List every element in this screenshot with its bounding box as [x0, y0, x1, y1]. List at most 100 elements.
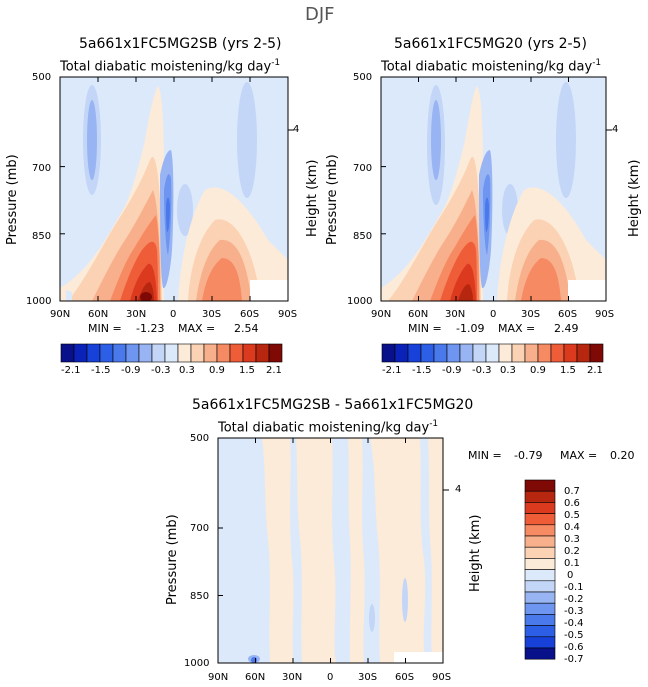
panel-a-subtitle: Total diabatic moistening/kg day-1 — [60, 59, 280, 75]
panel-c-xtick: 0 — [327, 672, 334, 683]
panel-c-min-value: -0.79 — [514, 449, 543, 462]
colorbar-c-swatch — [524, 580, 556, 593]
colorbar-c-swatch — [524, 602, 556, 615]
colorbar-c-swatch — [524, 558, 556, 570]
panel-c-y2tick: 4 — [455, 484, 462, 495]
colorbar-b-swatch — [381, 343, 396, 363]
panel-c-ytick: 850 — [190, 591, 210, 602]
panel-b-ylabel: Pressure (mb) — [325, 154, 340, 245]
panel-a-xtick: 30S — [202, 309, 222, 320]
panel-a-y2label: Height (km) — [305, 159, 320, 237]
panel-b-xtick: 60S — [558, 309, 578, 320]
panel-a-title: 5a661x1FC5MG2SB (yrs 2-5) — [79, 36, 282, 52]
panel-b-subtitle-text: Total diabatic moistening/kg day — [381, 59, 593, 75]
colorbar-c-swatch — [524, 479, 556, 492]
colorbar-b-swatch — [407, 343, 422, 363]
panel-a-xtick: 90S — [278, 309, 298, 320]
panel-c-subtitle: Total diabatic moistening/kg day-1 — [218, 419, 439, 436]
colorbar-c-swatch — [524, 524, 556, 537]
panel-a-xtick: 30N — [126, 309, 147, 320]
panel-a-field — [60, 77, 288, 301]
colorbar-a-swatch — [164, 343, 179, 363]
panel-b-max-label: MAX = — [498, 322, 536, 335]
colorbar-a-swatch — [73, 343, 88, 363]
colorbar-a-swatch — [151, 343, 166, 363]
panel-c-colorbar-label: -0.4 — [564, 618, 584, 629]
panel-c-y2label: Height (km) — [468, 514, 483, 592]
panel-c-colorbar-label: 0.3 — [564, 534, 580, 545]
panel-a-xtick: 0 — [170, 309, 177, 320]
colorbar-c-swatch — [524, 490, 556, 503]
panel-b-colorbar-label: -0.3 — [472, 365, 492, 376]
colorbar-a-swatch — [203, 343, 218, 363]
colorbar-c-swatch — [524, 502, 556, 514]
panel-b-y2label: Height (km) — [627, 159, 642, 237]
colorbar-a-swatch — [86, 343, 101, 363]
panel-b-field — [381, 77, 606, 301]
panel-a-colorbar-label: 0.9 — [209, 365, 225, 376]
colorbar-b-swatch — [433, 343, 448, 363]
panel-c-colorbar-label: 0.1 — [564, 558, 580, 569]
colorbar-c-swatch — [524, 535, 556, 548]
panel-b-min-value: -1.09 — [456, 322, 485, 335]
colorbar-a-swatch — [112, 343, 127, 363]
panel-c-title: 5a661x1FC5MG2SB - 5a661x1FC5MG20 — [192, 397, 474, 413]
panel-c-colorbar-label: -0.2 — [564, 594, 584, 605]
panel-b-ytick: 850 — [353, 231, 373, 242]
panel-c-subtitle-text: Total diabatic moistening/kg day — [218, 420, 430, 436]
colorbar-c-swatch — [524, 625, 556, 638]
colorbar-a-swatch — [60, 343, 75, 363]
panel-c-colorbar-label: -0.3 — [564, 606, 584, 617]
panel-c-xtick: 60N — [245, 672, 266, 683]
panel-a-colorbar-label: -2.1 — [61, 365, 81, 376]
panel-b-subtitle-exponent: -1 — [592, 58, 602, 68]
panel-c-field — [218, 438, 443, 663]
colorbar-b-swatch — [498, 343, 513, 363]
panel-a-subtitle-text: Total diabatic moistening/kg day — [60, 59, 272, 75]
panel-c-xtick: 30N — [282, 672, 303, 683]
panel-c-xtick: 30S — [358, 672, 378, 683]
panel-a-colorbar-label: 1.5 — [239, 365, 255, 376]
panel-a-ytick: 700 — [32, 163, 52, 174]
panel-c-colorbar-label: -0.1 — [564, 582, 584, 593]
colorbar-c-swatch — [524, 513, 556, 526]
colorbar-b-swatch — [563, 343, 578, 363]
panel-b-subtitle: Total diabatic moistening/kg day-1 — [381, 58, 602, 75]
panel-a-colorbar-label: -0.9 — [121, 365, 141, 376]
panel-c-colorbar-label: -0.7 — [564, 654, 584, 665]
panel-b-colorbar-label: 0.9 — [530, 365, 546, 376]
panel-c-max-label: MAX = — [560, 449, 598, 462]
panel-a-colorbar-label: -0.3 — [151, 365, 171, 376]
colorbar-b-swatch — [472, 343, 487, 363]
panel-a-xtick: 90N — [50, 309, 71, 320]
colorbar-b-swatch — [485, 343, 500, 363]
colorbar-a-swatch — [177, 343, 192, 363]
colorbar-a-swatch — [216, 343, 231, 363]
panel-a-y2tick: 4 — [293, 124, 300, 135]
panel-a-colorbar-label: 2.1 — [266, 365, 282, 376]
panel-b-xtick: 90N — [371, 309, 392, 320]
panel-b-y2tick: 4 — [612, 124, 619, 135]
panel-a-ylabel: Pressure (mb) — [5, 154, 20, 245]
panel-a-ytick: 500 — [32, 72, 52, 83]
colorbar-a-swatch — [255, 343, 270, 363]
panel-b-ytick: 1000 — [347, 296, 373, 307]
panel-b-min-label: MIN = — [408, 322, 442, 335]
panel-c-colorbar-label: -0.5 — [564, 630, 584, 641]
panel-b-title: 5a661x1FC5MG20 (yrs 2-5) — [394, 36, 587, 52]
colorbar-c-swatch — [524, 636, 556, 649]
panel-a-max-label: MAX = — [178, 322, 216, 335]
panel-b-max-value: 2.49 — [554, 322, 579, 335]
colorbar-c-swatch — [524, 546, 556, 559]
colorbar-b-swatch — [537, 343, 552, 363]
panel-b-colorbar-label: -0.9 — [442, 365, 462, 376]
panel-c-ylabel: Pressure (mb) — [165, 514, 180, 605]
colorbar-c-swatch — [524, 591, 556, 604]
panel-c-colorbar-label: 0 — [567, 570, 574, 581]
panel-c-ytick: 500 — [190, 433, 210, 444]
panel-c-subtitle-exponent: -1 — [429, 419, 439, 429]
panel-b-colorbar-label: -1.5 — [412, 365, 432, 376]
panel-c-colorbar-label: 0.5 — [564, 510, 580, 521]
colorbar-c-swatch — [524, 647, 556, 660]
